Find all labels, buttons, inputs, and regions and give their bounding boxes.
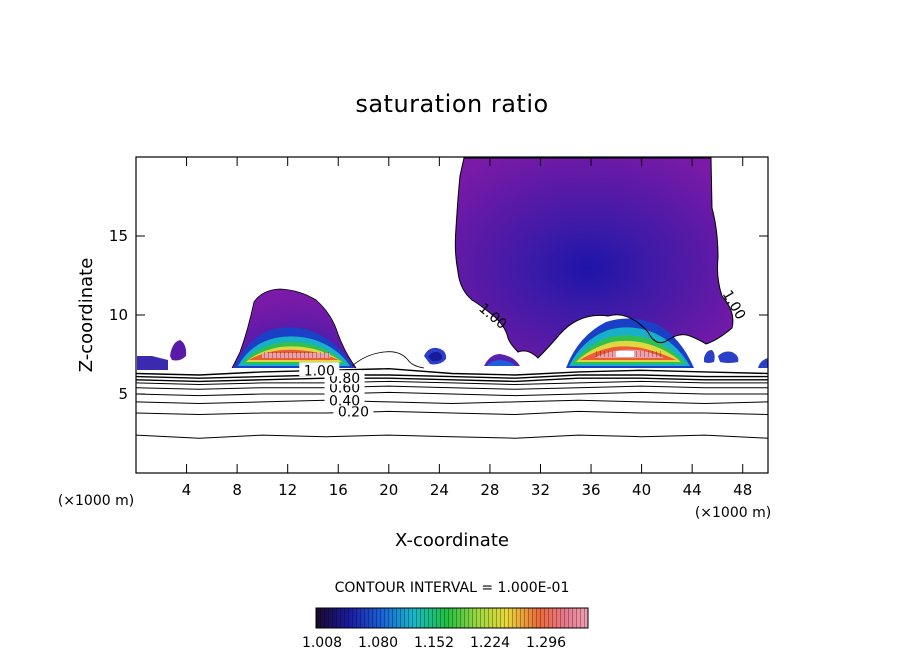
x-tick-label: 8 <box>232 481 242 499</box>
colorbar-label: 1.008 <box>302 635 342 651</box>
contour-line <box>135 399 769 405</box>
colorbar-label: 1.152 <box>414 635 454 651</box>
x-tick-label: 32 <box>531 481 550 499</box>
contour-labels: 0.200.400.600.801.00 <box>299 362 374 420</box>
contour-line <box>135 410 769 416</box>
contour-interval-label: CONTOUR INTERVAL = 1.000E-01 <box>335 580 570 596</box>
fill-region-right-core-white <box>616 351 634 357</box>
x-tick-label: 4 <box>182 481 192 499</box>
fill-region-right-cloud <box>455 158 733 358</box>
contour-label: 0.40 <box>329 393 360 409</box>
line-contours <box>135 367 769 439</box>
cloud-outline <box>454 157 734 359</box>
fill-region-small-bump <box>170 340 187 361</box>
colorbar-label: 1.224 <box>470 635 510 651</box>
x-tick-label: 16 <box>329 481 348 499</box>
y-tick-label: 15 <box>109 227 128 245</box>
chart-title: saturation ratio <box>355 90 548 118</box>
colorbar-label: 1.296 <box>526 635 566 651</box>
colorbar-stripes <box>316 608 588 628</box>
y-axis-label: Z-coordinate <box>76 258 97 373</box>
filled-contours <box>137 157 768 370</box>
contour-line <box>135 391 768 397</box>
x-tick-label: 24 <box>430 481 449 499</box>
cloud-outline-left <box>231 288 357 369</box>
contour-label: 0.60 <box>329 381 360 397</box>
fill-region-blob-45 <box>704 350 715 363</box>
contour-label-bg <box>299 362 340 377</box>
contour-line <box>135 374 768 379</box>
x-tick-label: 48 <box>733 481 752 499</box>
fill-region-blob-24-core <box>428 351 443 362</box>
y-tick-label: 10 <box>109 306 128 324</box>
contour-line-1-00-local <box>351 351 425 369</box>
z-unit-label: (×1000 m) <box>695 505 771 521</box>
x-axis-label: X-coordinate <box>395 530 509 551</box>
contour-label-bg <box>333 403 374 418</box>
contour-label: 1.00 <box>304 363 335 379</box>
x-tick-label: 40 <box>632 481 651 499</box>
contour-line <box>135 367 769 376</box>
plot-area: 0.200.400.600.801.00 1.00 1.00 4 8 12 16 20 24… <box>109 156 769 499</box>
contour-label: 0.20 <box>338 404 369 420</box>
x-tick-label: 36 <box>581 481 600 499</box>
fill-region-blob-46 <box>718 351 739 363</box>
y-axis: 5 10 15 <box>109 227 768 403</box>
fill-region-left-core-stripes <box>262 352 330 358</box>
contour-line <box>135 385 768 390</box>
contour-line <box>135 377 768 383</box>
contour-line <box>135 434 769 439</box>
x-tick-label: 12 <box>278 481 297 499</box>
fill-region-blob-27-blue <box>486 360 516 366</box>
fill-region-left-edge <box>137 356 168 370</box>
x-tick-label: 20 <box>379 481 398 499</box>
x-tick-label: 44 <box>683 481 702 499</box>
x-unit-label: (×1000 m) <box>58 493 134 509</box>
x-axis: 4 8 12 16 20 24 28 32 36 40 44 48 <box>182 157 752 499</box>
fill-region-right-edge <box>758 358 768 368</box>
colorbar-frame <box>315 607 589 629</box>
colorbar-label: 1.080 <box>358 635 398 651</box>
colorbar: 1.008 1.080 1.152 1.224 1.296 <box>302 607 589 651</box>
x-tick-label: 28 <box>480 481 499 499</box>
contour-line <box>135 380 768 386</box>
contour-label-bg <box>324 392 365 407</box>
colorbar-labels: 1.008 1.080 1.152 1.224 1.296 <box>302 635 566 651</box>
y-tick-label: 5 <box>118 385 128 403</box>
